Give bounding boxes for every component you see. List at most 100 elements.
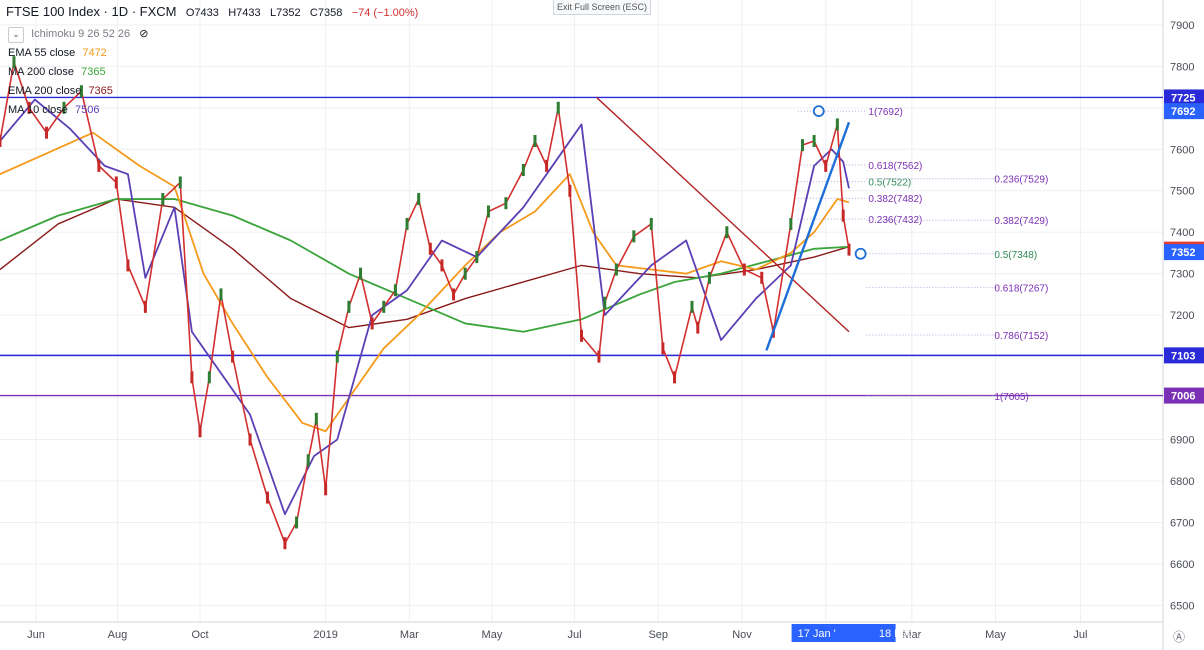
x-tick-label: Mar [902, 629, 921, 641]
x-tick-label: Jun [27, 629, 45, 641]
level-price-label: 7725 [1171, 92, 1195, 104]
y-tick-label: 6800 [1170, 476, 1194, 488]
eye-off-icon[interactable]: ⊘ [139, 28, 149, 40]
indicator-legend: ⌄ Ichimoku 9 26 52 26 ⊘ EMA 55 close 747… [8, 25, 148, 120]
y-tick-label: 6600 [1170, 559, 1194, 571]
price-candle [45, 126, 49, 139]
fib-label: 0.618(7562) [868, 161, 922, 172]
price-candle [114, 176, 118, 189]
trendline [765, 121, 851, 351]
price-tag [1164, 244, 1204, 261]
price-candle [463, 267, 467, 280]
price-candle [452, 288, 456, 301]
price-candle [597, 350, 601, 363]
price-candle [824, 159, 828, 172]
fib-label: 0.618(7267) [994, 283, 1048, 294]
fib-label: 1(7005) [994, 392, 1028, 403]
trendline [596, 96, 850, 333]
ohlc-change: −74 (−1.00%) [351, 7, 419, 19]
price-candle [725, 226, 729, 239]
y-tick-label: 7500 [1170, 186, 1194, 198]
price-candle [393, 284, 397, 297]
indicator-value: 7365 [81, 66, 106, 78]
price-candle [603, 296, 607, 309]
price-candle [533, 134, 537, 147]
y-tick-label: 6700 [1170, 517, 1194, 529]
marker-circle [812, 105, 825, 118]
price-candle [486, 205, 490, 218]
indicator-label: MA 10 close [8, 104, 68, 116]
date-tag-label: 17 Jan ' [798, 628, 836, 640]
x-tick-label: Jul [567, 629, 581, 641]
symbol-title: FTSE 100 Index · 1D · FXCM [6, 4, 177, 19]
price-candle [161, 193, 165, 206]
x-tick-label: Nov [732, 629, 752, 641]
price-candle [382, 300, 386, 313]
price-candle [649, 217, 653, 230]
ohlc-low: L7352 [269, 7, 301, 19]
chevron-down-icon[interactable]: ⌄ [8, 27, 24, 43]
exit-fullscreen-button[interactable]: Exit Full Screen (ESC) [553, 0, 651, 15]
price-candle [661, 342, 665, 355]
price-candle [521, 164, 525, 177]
price-candle [295, 516, 299, 529]
price-candle [835, 118, 839, 131]
price-candle [370, 317, 374, 330]
level-price-label: 7006 [1171, 391, 1195, 403]
level-price-tag [1164, 347, 1204, 364]
price-candle [847, 243, 851, 256]
price-candle [789, 217, 793, 230]
fib-label: 0.5(7348) [994, 250, 1037, 261]
series-line-ma200 [0, 198, 850, 333]
price-candle [231, 350, 235, 363]
price-tag-label: 7692 [1171, 106, 1195, 118]
indicator-row-ema200[interactable]: EMA 200 close 7365 [8, 82, 148, 101]
price-candle [812, 134, 816, 147]
x-tick-label: Oct [191, 629, 208, 641]
fib-label: 0.382(7429) [994, 216, 1048, 227]
x-tick-label: May [985, 629, 1006, 641]
y-tick-label: 6900 [1170, 435, 1194, 447]
price-candle [0, 134, 2, 147]
indicator-row-ma10[interactable]: MA 10 close 7506 [8, 101, 148, 120]
price-candle [580, 329, 583, 342]
series-line-ema200 [0, 198, 850, 329]
fib-label: 1(7692) [868, 107, 902, 118]
level-price-tag [1164, 89, 1204, 106]
y-tick-label: 7400 [1170, 227, 1194, 239]
y-tick-label: 7600 [1170, 144, 1194, 156]
price-candle [841, 209, 845, 222]
price-candle [690, 300, 694, 313]
indicator-label: EMA 55 close [8, 47, 76, 59]
series-line-ma10 [0, 98, 850, 516]
indicator-label: MA 200 close [8, 66, 75, 78]
indicator-row-ma200[interactable]: MA 200 close 7365 [8, 63, 148, 82]
indicator-label: EMA 200 close [8, 85, 82, 97]
marker-circle [854, 247, 867, 260]
x-tick-label: May [482, 629, 503, 641]
price-candle [62, 101, 66, 114]
price-candle [27, 101, 31, 114]
price-candle [207, 371, 211, 384]
indicator-row-ema55[interactable]: EMA 55 close 7472 [8, 44, 148, 63]
y-tick-label: 7200 [1170, 310, 1194, 322]
price-candle [79, 85, 83, 98]
price-candle [283, 537, 287, 550]
indicator-row-ichimoku[interactable]: ⌄ Ichimoku 9 26 52 26 ⊘ [8, 25, 148, 44]
y-tick-label: 7300 [1170, 269, 1194, 281]
price-candle [632, 230, 636, 243]
price-candle [417, 193, 421, 206]
price-candle [335, 350, 339, 363]
price-candle [324, 483, 328, 496]
price-candle [306, 454, 310, 467]
date-tag-label: 18 Feb '20 [879, 628, 931, 640]
level-price-tag [1164, 387, 1204, 404]
price-tag-label: 7352 [1171, 247, 1195, 259]
auto-scale-icon[interactable]: Ⓐ [1173, 630, 1186, 644]
chart-header: FTSE 100 Index · 1D · FXCM O7433 H7433 L… [6, 4, 418, 19]
fib-label: 0.236(7529) [994, 175, 1048, 186]
price-candle [314, 412, 318, 425]
price-candle [568, 184, 572, 197]
fib-label: 0.5(7522) [868, 178, 911, 189]
